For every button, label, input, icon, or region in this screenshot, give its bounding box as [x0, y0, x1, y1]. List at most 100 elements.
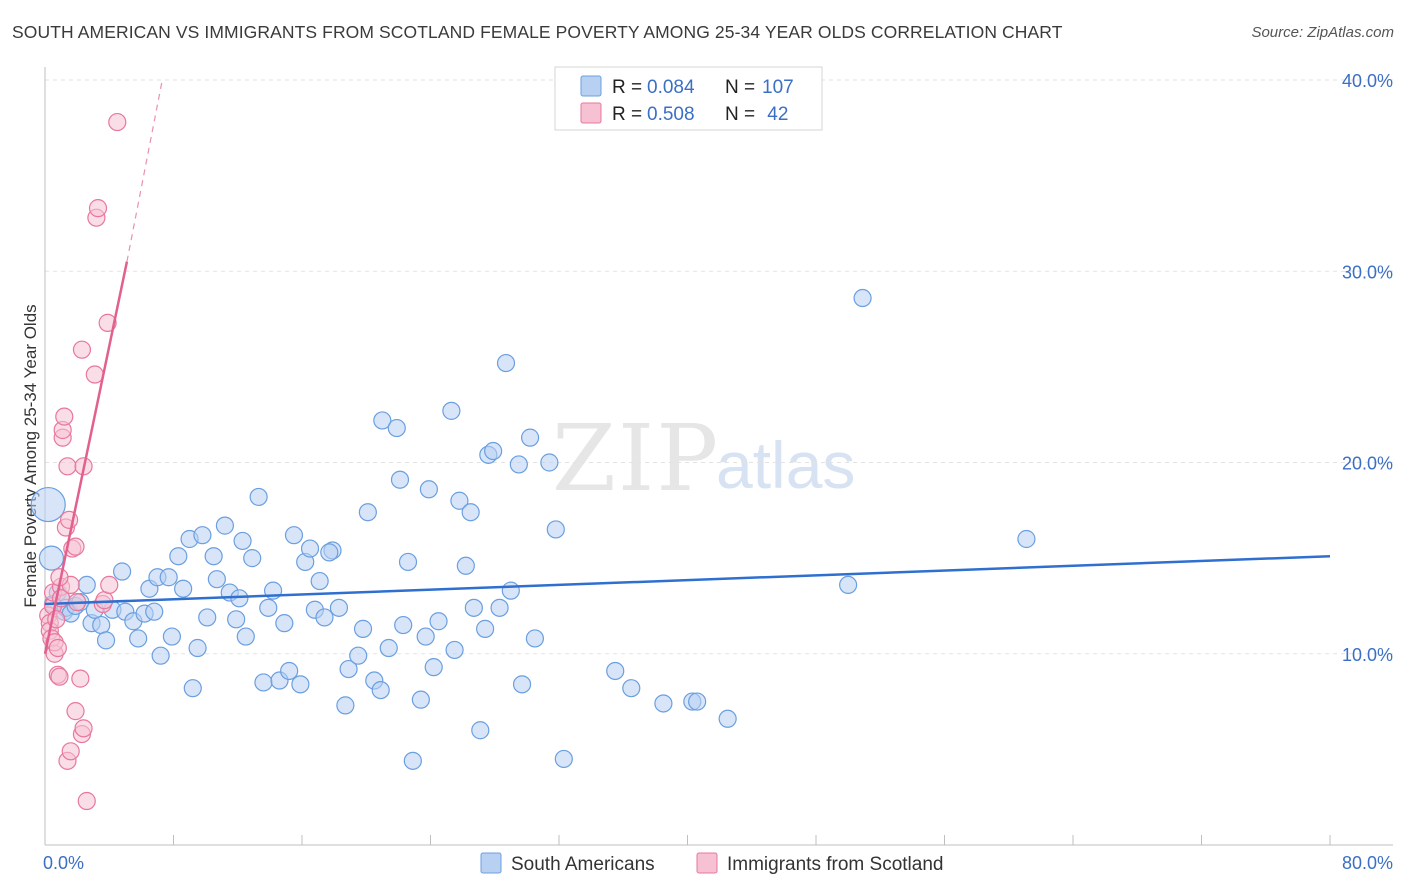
- trend-line-south-americans: [44, 554, 1331, 606]
- point-south-americans: [353, 619, 373, 638]
- point-south-americans: [688, 692, 707, 711]
- point-south-americans: [424, 658, 443, 677]
- point-south-americans: [387, 418, 406, 438]
- series-immigrants-from-scotland: [39, 112, 127, 811]
- point-south-americans: [476, 619, 495, 638]
- point-south-americans: [445, 640, 464, 660]
- point-south-americans: [112, 562, 132, 581]
- point-immigrants-from-scotland: [61, 742, 80, 761]
- point-south-americans: [358, 503, 377, 522]
- point-immigrants-from-scotland: [98, 313, 117, 332]
- point-south-americans: [183, 679, 202, 698]
- point-south-americans: [151, 646, 170, 665]
- bottom-legend-label-scotland: Immigrants from Scotland: [727, 854, 943, 875]
- point-south-americans: [442, 401, 461, 420]
- point-south-americans: [215, 516, 234, 535]
- point-south-americans: [718, 709, 737, 728]
- point-immigrants-from-scotland: [66, 702, 85, 721]
- series-legend: South Americans Immigrants from Scotland: [480, 852, 943, 875]
- x-tick-label-max: 80.0%: [1342, 853, 1393, 873]
- point-south-americans: [280, 661, 299, 681]
- point-south-americans: [471, 721, 490, 740]
- point-south-americans: [174, 579, 193, 598]
- point-south-americans: [419, 480, 438, 499]
- point-south-americans: [320, 543, 339, 562]
- point-south-americans: [336, 696, 355, 715]
- point-south-americans: [249, 487, 268, 507]
- point-immigrants-from-scotland: [58, 457, 77, 476]
- point-south-americans: [371, 680, 390, 700]
- point-south-americans: [525, 629, 545, 648]
- point-south-americans: [450, 491, 469, 510]
- point-south-americans: [329, 598, 349, 617]
- point-south-americans: [259, 598, 278, 617]
- point-south-americans: [129, 629, 148, 648]
- point-south-americans: [300, 539, 320, 558]
- point-south-americans: [77, 575, 96, 595]
- legend-swatch-blue: [580, 75, 602, 97]
- point-immigrants-from-scotland: [85, 365, 104, 384]
- point-south-americans: [193, 526, 212, 545]
- point-south-americans: [484, 441, 503, 461]
- point-south-americans: [654, 694, 673, 713]
- point-immigrants-from-scotland: [108, 112, 127, 132]
- point-south-americans: [403, 751, 422, 770]
- point-south-americans: [227, 610, 246, 629]
- point-south-americans: [512, 675, 532, 694]
- point-south-americans: [509, 455, 528, 474]
- gridlines: [45, 79, 1393, 655]
- point-south-americans: [546, 520, 565, 539]
- point-south-americans: [501, 581, 520, 600]
- point-south-americans: [394, 615, 413, 635]
- y-tick-label-40: 40.0%: [1342, 71, 1393, 91]
- point-south-americans: [92, 615, 111, 635]
- point-south-americans: [254, 673, 273, 692]
- source-label: Source: ZipAtlas.com: [1251, 24, 1394, 41]
- bottom-legend-swatch-pink: [696, 852, 718, 874]
- point-south-americans: [490, 598, 509, 617]
- point-immigrants-from-scotland: [48, 638, 67, 658]
- point-south-americans: [162, 627, 181, 646]
- point-south-americans: [496, 353, 516, 373]
- point-south-americans: [207, 570, 226, 589]
- point-south-americans: [606, 661, 625, 681]
- point-south-americans: [169, 547, 188, 566]
- legend-n-value-2: 42: [762, 104, 788, 125]
- point-south-americans: [339, 659, 358, 679]
- point-immigrants-from-scotland: [74, 719, 93, 738]
- point-south-americans: [1017, 529, 1036, 549]
- point-immigrants-from-scotland: [88, 199, 108, 218]
- watermark-atlas: atlas: [716, 428, 855, 502]
- point-south-americans: [96, 631, 116, 650]
- legend-n-label-1: N =: [725, 77, 755, 98]
- point-south-americans: [38, 545, 65, 571]
- point-immigrants-from-scotland: [50, 667, 69, 686]
- point-south-americans: [30, 486, 66, 523]
- point-immigrants-from-scotland: [77, 791, 96, 811]
- y-tick-label-30: 30.0%: [1342, 262, 1393, 282]
- point-south-americans: [456, 556, 475, 575]
- point-south-americans: [233, 531, 252, 551]
- trend-lines: [43, 79, 1331, 655]
- trend-line-immigrants-from-scotland: [43, 261, 129, 655]
- legend-r-value-2: 0.508: [647, 104, 695, 125]
- legend-swatch-pink: [580, 102, 602, 124]
- point-south-americans: [310, 571, 329, 591]
- point-south-americans: [554, 749, 573, 769]
- point-south-americans: [315, 608, 334, 627]
- legend-r-value-1: 0.084: [647, 77, 695, 98]
- watermark-zip: ZIP: [552, 405, 720, 512]
- y-tick-label-20: 20.0%: [1342, 454, 1393, 474]
- point-south-americans: [243, 549, 262, 568]
- point-south-americans: [349, 646, 368, 665]
- point-south-americans: [464, 598, 483, 617]
- point-south-americans: [390, 470, 410, 489]
- point-south-americans: [236, 627, 255, 646]
- point-south-americans: [853, 288, 872, 308]
- point-south-americans: [275, 614, 294, 633]
- point-south-americans: [416, 627, 435, 646]
- point-south-americans: [284, 526, 304, 545]
- x-axis-ticks: [44, 835, 1331, 845]
- bottom-legend-label-south-americans: South Americans: [511, 854, 655, 875]
- stats-legend: R = 0.084 N = 107 R = 0.508 N = 42: [554, 66, 823, 131]
